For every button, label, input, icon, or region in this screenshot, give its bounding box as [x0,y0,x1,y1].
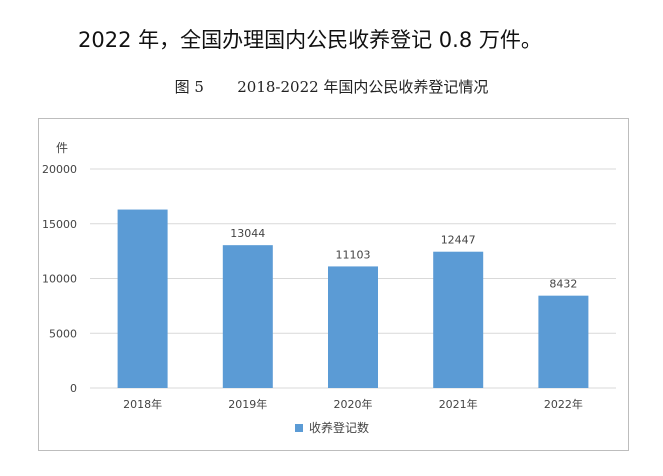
data-label: 12447 [441,234,476,247]
intro-text: 2022 年，全国办理国内公民收养登记 0.8 万件。 [78,28,542,52]
y-tick-label: 10000 [42,273,77,286]
bar [433,251,484,388]
y-tick-label: 0 [70,382,77,395]
figure-caption: 图 5 2018-2022 年国内公民收养登记情况 [174,78,489,96]
x-tick-label: 2021年 [439,397,478,411]
legend-swatch [295,423,303,432]
y-axis-label: 件 [56,141,68,155]
bar [222,245,273,388]
data-label: 8432 [549,278,577,291]
bar [328,266,378,388]
x-tick-label: 2022年 [544,397,583,411]
legend: 收养登记数 [295,419,369,436]
bar [117,209,168,388]
bar-chart: 0 5000 10000 15000 20000 件 2018年 13044 2019年 1110… [42,141,616,411]
data-label: 13044 [230,227,265,240]
bar [538,295,589,388]
x-tick-label: 2018年 [123,397,162,411]
chart-container: 0 5000 10000 15000 20000 件 2018年 13044 2019年 1110… [38,118,629,451]
y-tick-label: 20000 [42,163,77,176]
legend-label: 收养登记数 [309,421,370,435]
y-tick-label: 5000 [49,327,77,340]
y-tick-label: 15000 [42,218,77,231]
data-label: 11103 [336,248,371,261]
x-tick-label: 2020年 [334,397,373,411]
x-tick-label: 2019年 [228,397,267,411]
